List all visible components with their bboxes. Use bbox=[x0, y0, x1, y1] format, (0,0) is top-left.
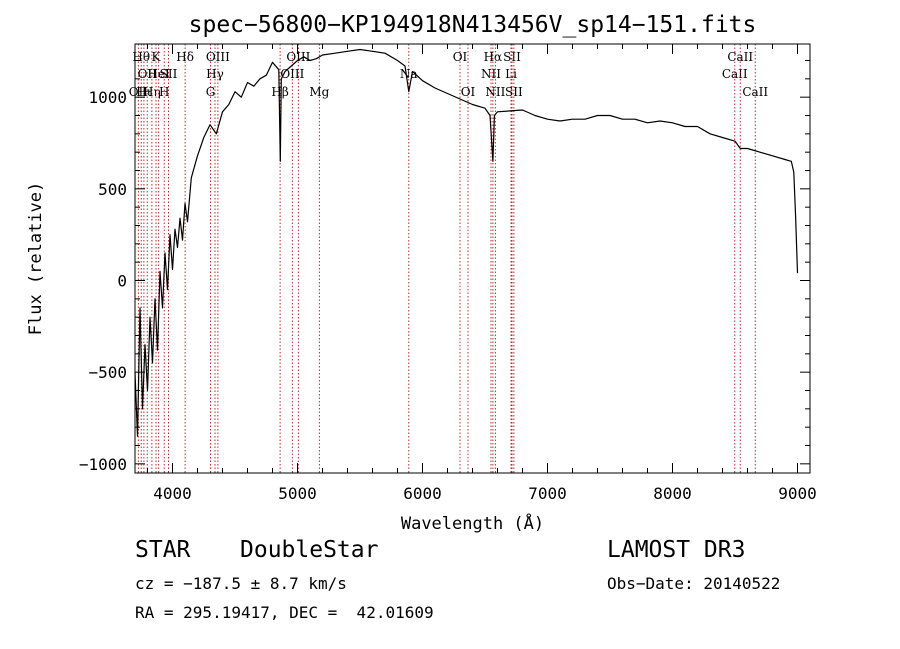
line-label-2: Hι bbox=[136, 85, 151, 99]
line-label-26: CaII bbox=[722, 67, 748, 81]
line-label-19: OI bbox=[461, 85, 476, 99]
x-tick-label-3: 7000 bbox=[528, 484, 567, 503]
object-class: STAR bbox=[135, 537, 191, 563]
y-tick-label-0: 1000 bbox=[88, 88, 127, 107]
coordinates: RA = 295.19417, DEC = 42.01609 bbox=[135, 603, 434, 622]
line-label-10: G bbox=[206, 85, 216, 99]
line-label-27: CaII bbox=[727, 50, 753, 64]
y-tick-label-4: −1000 bbox=[79, 455, 127, 474]
line-label-28: CaII bbox=[742, 85, 768, 99]
observation-date: Obs−Date: 20140522 bbox=[607, 574, 781, 593]
line-label-25: SII bbox=[505, 85, 523, 99]
line-label-16: Mg bbox=[309, 85, 329, 99]
y-axis-label: Flux (relative) bbox=[26, 182, 46, 336]
x-tick-label-5: 9000 bbox=[778, 484, 817, 503]
x-tick-label-4: 8000 bbox=[653, 484, 692, 503]
x-tick-label-2: 6000 bbox=[403, 484, 442, 503]
line-label-23: Li bbox=[505, 67, 517, 81]
redshift-velocity: cz = −187.5 ± 8.7 km/s bbox=[135, 574, 347, 593]
x-axis-label: Wavelength (Å) bbox=[401, 512, 544, 534]
line-label-8: SII bbox=[160, 67, 178, 81]
line-label-15: OIII bbox=[286, 50, 310, 64]
line-label-9: Hδ bbox=[176, 50, 194, 64]
line-label-24: SII bbox=[503, 50, 521, 64]
chart-title: spec−56800−KP194918N413456V_sp14−151.fit… bbox=[189, 12, 757, 38]
plot-frame bbox=[134, 43, 811, 474]
x-tick-label-0: 4000 bbox=[153, 484, 192, 503]
line-label-12: OIII bbox=[206, 50, 230, 64]
line-label-0: OII bbox=[129, 85, 149, 99]
line-label-3: OII bbox=[138, 67, 158, 81]
spectrum-series-0 bbox=[134, 48, 799, 437]
y-tick-label-2: 0 bbox=[117, 272, 127, 291]
line-label-6: HeI bbox=[147, 67, 170, 81]
y-tick-label-1: 500 bbox=[98, 180, 127, 199]
line-label-11: Hγ bbox=[206, 67, 224, 81]
line-label-17: Na bbox=[400, 67, 418, 81]
line-label-18: OI bbox=[453, 50, 468, 64]
line-label-4: Hη bbox=[143, 85, 161, 99]
x-tick-label-1: 5000 bbox=[278, 484, 317, 503]
object-subclass: DoubleStar bbox=[240, 537, 379, 563]
y-tick-label-3: −500 bbox=[88, 363, 127, 382]
line-label-20: NII bbox=[481, 67, 501, 81]
line-label-13: Hβ bbox=[271, 85, 288, 99]
line-label-7: H bbox=[159, 85, 169, 99]
survey-name: LAMOST DR3 bbox=[607, 537, 746, 563]
line-label-21: Hα bbox=[484, 50, 503, 64]
line-label-5: K bbox=[152, 50, 162, 64]
line-label-22: NII bbox=[485, 85, 505, 99]
